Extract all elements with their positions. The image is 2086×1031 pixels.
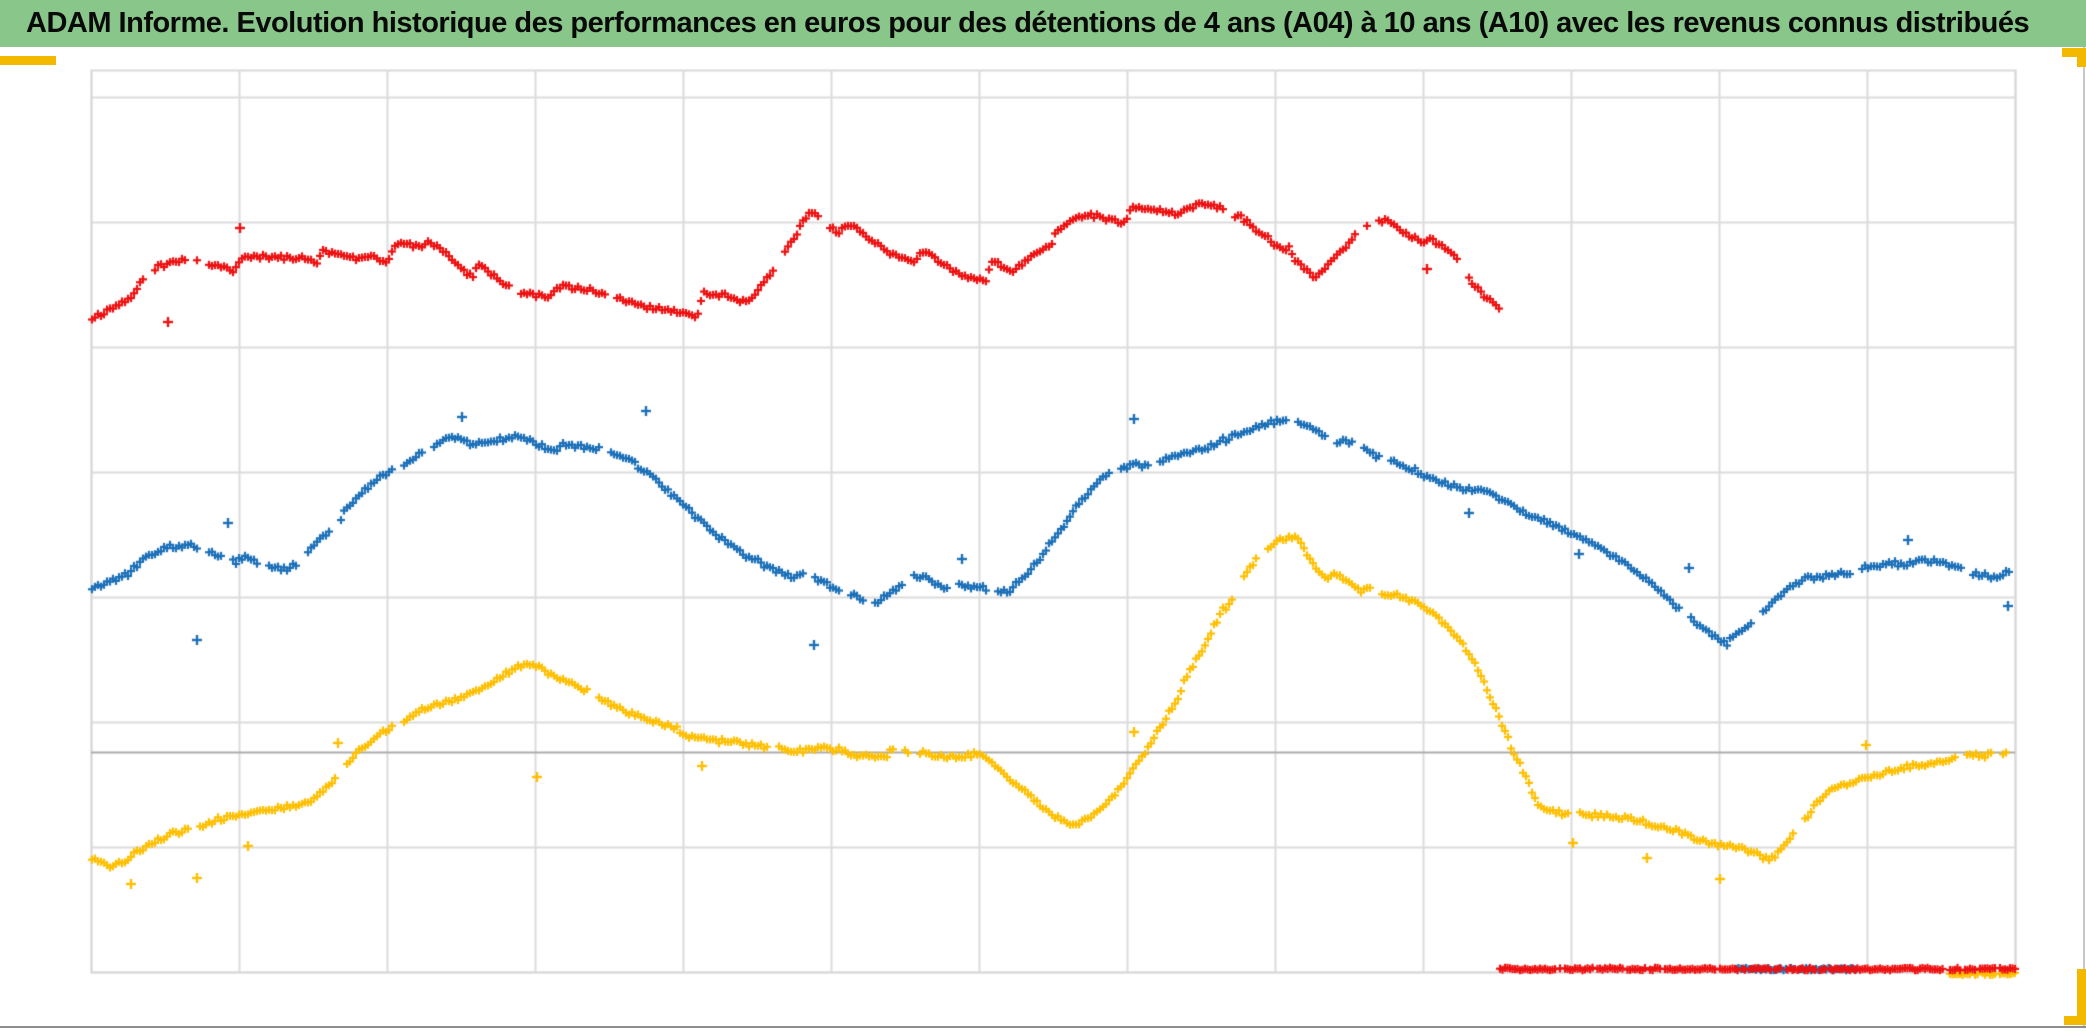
bottom-rule	[0, 1026, 2086, 1028]
selection-corner-bottom-right-vertical	[2077, 969, 2086, 1025]
chart-title-bar: ADAM Informe. Evolution historique des p…	[0, 0, 2086, 47]
selection-corner-bottom-right-horizontal	[2064, 1016, 2086, 1025]
selection-corner-top-right-vertical	[2077, 48, 2086, 67]
right-edge-line	[2083, 47, 2085, 1026]
selection-corner-top-left	[0, 56, 56, 65]
chart-title: ADAM Informe. Evolution historique des p…	[26, 7, 2030, 39]
selection-corner-top-right-horizontal	[2062, 48, 2086, 57]
